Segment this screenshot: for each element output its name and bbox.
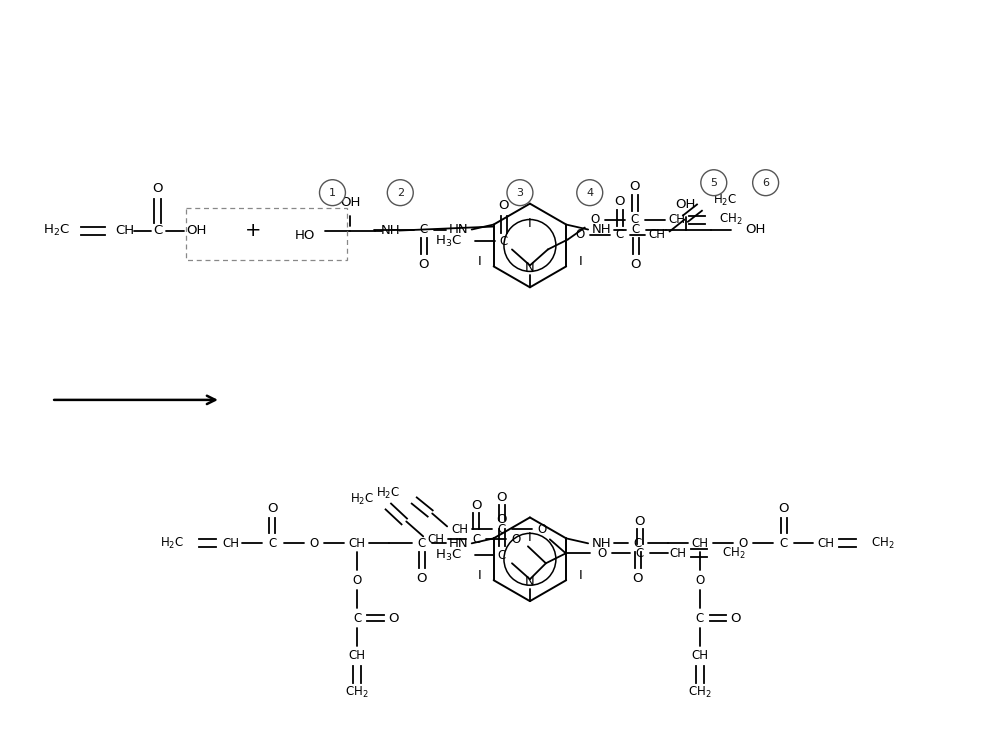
Text: CH$_2$: CH$_2$ <box>722 546 746 561</box>
Text: HN: HN <box>449 536 469 550</box>
Text: CH$_2$: CH$_2$ <box>719 212 743 227</box>
Circle shape <box>387 180 413 205</box>
Text: O: O <box>511 533 521 546</box>
Text: OH: OH <box>187 224 207 237</box>
Text: I: I <box>528 217 532 230</box>
Text: OH: OH <box>676 198 696 211</box>
Text: O: O <box>730 611 741 625</box>
Text: C: C <box>696 611 704 625</box>
Text: NH: NH <box>380 224 400 237</box>
Text: C: C <box>420 223 428 236</box>
Text: O: O <box>629 180 640 193</box>
Text: CH$_2$: CH$_2$ <box>871 536 895 551</box>
Text: 1: 1 <box>329 187 336 198</box>
Text: CH: CH <box>691 536 708 550</box>
Text: +: + <box>244 221 261 240</box>
Text: C: C <box>418 536 426 550</box>
Text: CH: CH <box>115 224 134 237</box>
Text: O: O <box>695 574 704 587</box>
Text: O: O <box>310 536 319 550</box>
Text: NH: NH <box>591 223 611 236</box>
Text: HN: HN <box>449 223 469 236</box>
Text: N: N <box>525 575 535 588</box>
Text: O: O <box>267 502 278 515</box>
Text: O: O <box>633 572 643 585</box>
Text: 5: 5 <box>710 178 717 187</box>
Text: C: C <box>268 536 276 550</box>
Text: O: O <box>537 523 547 536</box>
Text: CH: CH <box>428 533 445 546</box>
Text: I: I <box>478 569 482 582</box>
Circle shape <box>753 170 779 196</box>
Text: HO: HO <box>295 229 315 242</box>
Text: C: C <box>634 536 642 550</box>
Text: CH: CH <box>691 649 708 662</box>
Circle shape <box>507 180 533 205</box>
Text: CH: CH <box>222 536 239 550</box>
Text: O: O <box>497 513 507 526</box>
Text: 4: 4 <box>586 187 593 198</box>
Text: H$_2$C: H$_2$C <box>160 536 185 551</box>
Text: CH: CH <box>669 547 686 559</box>
Text: O: O <box>575 228 584 241</box>
Text: O: O <box>389 611 399 625</box>
Text: 2: 2 <box>397 187 404 198</box>
Text: OH: OH <box>746 223 766 236</box>
Text: O: O <box>738 536 747 550</box>
Text: 6: 6 <box>762 178 769 187</box>
Text: O: O <box>590 213 599 226</box>
Text: O: O <box>499 199 509 212</box>
Text: CH: CH <box>817 536 834 550</box>
Text: O: O <box>153 182 163 195</box>
Text: O: O <box>634 515 645 528</box>
Text: OH: OH <box>340 196 361 209</box>
Text: H$_2$C: H$_2$C <box>376 486 400 501</box>
Text: O: O <box>597 547 606 559</box>
Text: 3: 3 <box>516 187 523 198</box>
Text: O: O <box>631 258 641 271</box>
Text: O: O <box>497 491 507 504</box>
Text: C: C <box>353 611 361 625</box>
Text: CH: CH <box>668 213 685 226</box>
Text: I: I <box>578 255 582 268</box>
Text: O: O <box>614 195 625 208</box>
Text: NH: NH <box>591 536 611 550</box>
Text: C: C <box>500 235 508 248</box>
Text: CH$_2$: CH$_2$ <box>345 685 369 700</box>
Text: C: C <box>472 533 480 546</box>
Text: CH: CH <box>648 228 665 241</box>
Text: C: C <box>153 224 163 237</box>
Text: I: I <box>528 531 532 544</box>
Text: C: C <box>498 549 506 562</box>
Text: H$_2$C: H$_2$C <box>350 492 374 507</box>
Text: O: O <box>419 258 429 271</box>
Text: C: C <box>631 213 639 226</box>
Text: H$_3$C: H$_3$C <box>435 234 462 249</box>
Text: I: I <box>478 255 482 268</box>
Text: O: O <box>778 502 789 515</box>
Text: O: O <box>417 572 427 585</box>
Circle shape <box>577 180 603 205</box>
Text: CH: CH <box>452 523 469 536</box>
Text: H$_3$C: H$_3$C <box>435 548 462 563</box>
Text: H$_2$C: H$_2$C <box>713 193 738 208</box>
Text: I: I <box>578 569 582 582</box>
Text: CH: CH <box>349 536 366 550</box>
Text: C: C <box>498 523 506 536</box>
Circle shape <box>320 180 345 205</box>
Text: O: O <box>352 574 362 587</box>
Text: C: C <box>616 228 624 241</box>
Text: C: C <box>635 547 644 559</box>
Text: N: N <box>525 261 535 274</box>
Text: CH$_2$: CH$_2$ <box>688 685 712 700</box>
Circle shape <box>701 170 727 196</box>
Text: C: C <box>632 223 640 236</box>
Text: C: C <box>779 536 788 550</box>
Text: O: O <box>471 499 481 512</box>
Text: CH: CH <box>349 649 366 662</box>
Text: H$_2$C: H$_2$C <box>43 223 70 238</box>
